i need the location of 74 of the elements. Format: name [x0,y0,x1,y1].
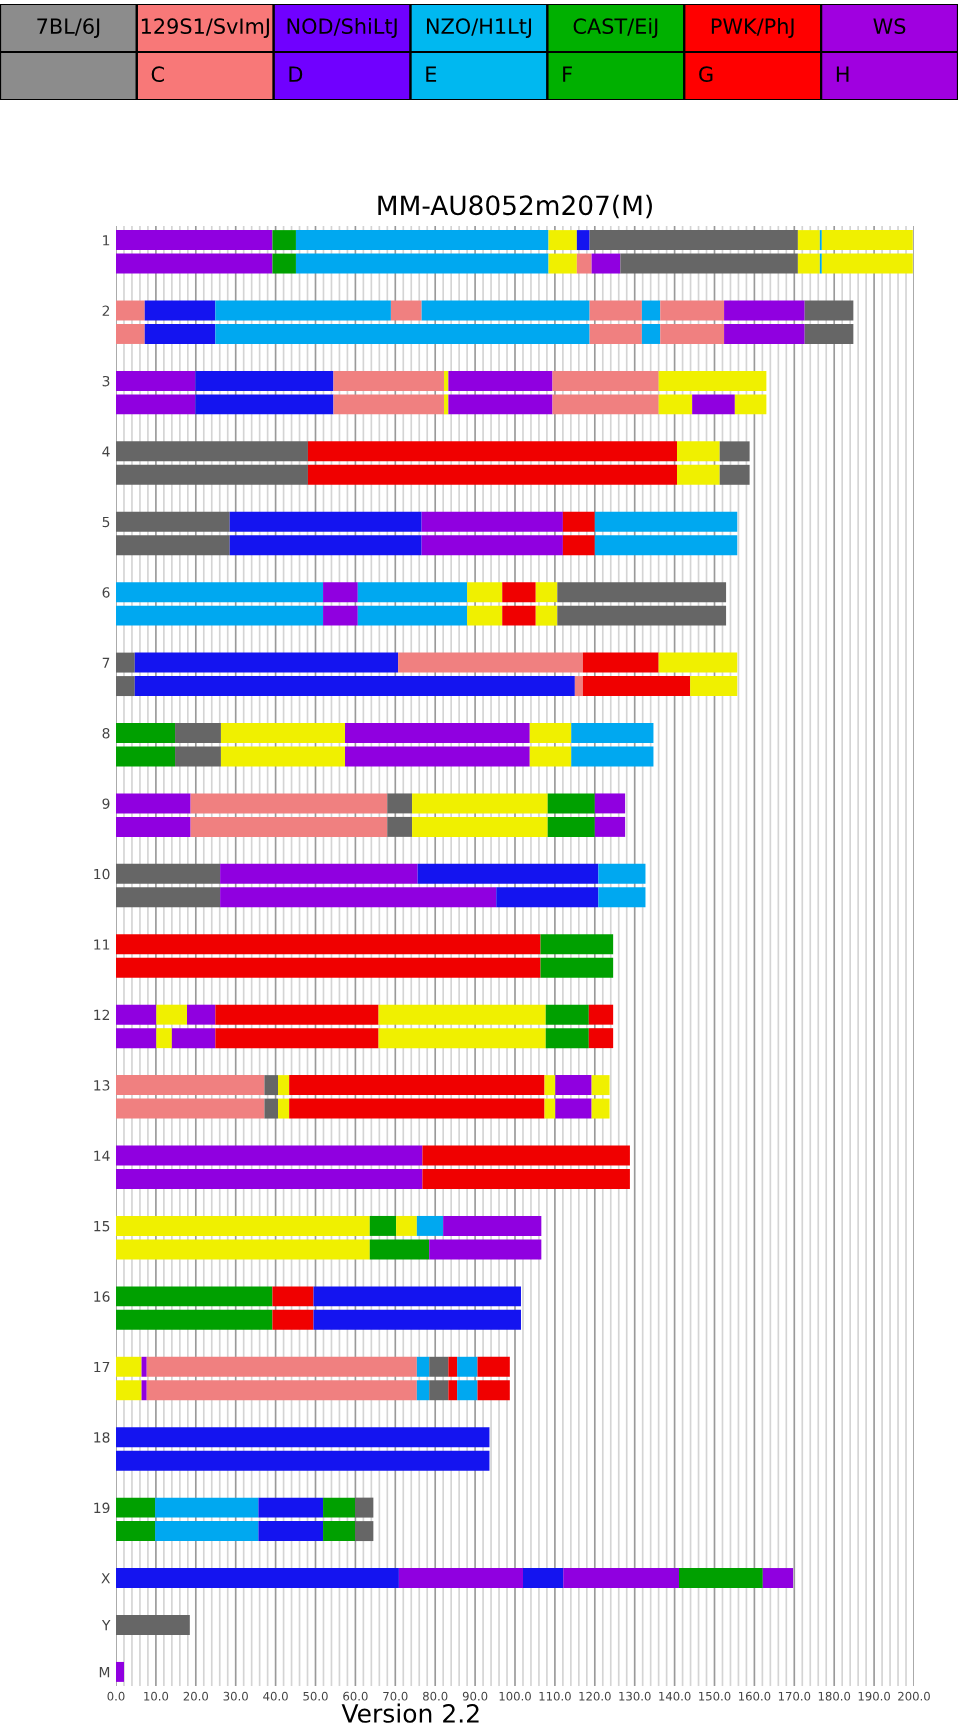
bar [144,300,216,321]
bar [660,324,725,344]
text: F [563,66,572,82]
bar [357,582,468,603]
text: D [289,66,303,82]
category-label: WS [873,18,906,35]
bar [540,934,614,955]
bar [215,324,590,344]
bar [116,1309,273,1330]
bar [547,793,595,814]
category-label: NOD/ShiLtJ [287,17,397,38]
bar [660,300,725,321]
bar [116,1145,423,1166]
bar [390,300,422,321]
bar [272,253,296,274]
bar [540,957,614,978]
bar [594,793,626,814]
text: E [426,66,437,82]
bar [544,1075,556,1096]
bar [295,230,549,251]
text: G [699,66,713,83]
category-label: 129S1/SvImJ [141,18,269,38]
bar [116,582,324,603]
bar [594,816,626,837]
bar [576,253,592,274]
bar [116,605,324,626]
bar [295,253,549,274]
category-label: NZO/H1LtJ [426,18,532,38]
bar [529,723,572,743]
bar [641,324,661,344]
bar [762,1568,794,1588]
bar [116,816,191,837]
bar [678,1568,763,1588]
bar [116,1286,273,1307]
bar [116,723,176,743]
bar [591,1098,610,1119]
bar [116,1075,265,1096]
bar [116,253,273,274]
chart-title: MM-AU8052m207(M) [378,194,652,219]
bar [215,300,391,321]
bar [416,1215,444,1236]
bar [529,746,572,767]
bar [571,746,654,767]
bar [547,816,595,837]
bar [116,1098,265,1119]
bar [190,816,388,837]
bar [571,723,654,743]
text: Version 2.2 [341,1703,479,1723]
bar [544,1098,556,1119]
bar [116,1169,423,1189]
category-label: PWK/PhJ [711,17,794,38]
bar [421,300,590,321]
bar [591,1075,610,1096]
bar [804,300,854,321]
bar [589,300,642,321]
bar [116,230,273,251]
bar [190,793,388,814]
bar [555,1098,592,1119]
bar [116,300,145,321]
bar [116,324,145,344]
bar [116,793,191,814]
bar [591,253,621,274]
text: H [836,66,849,82]
bar [357,605,468,626]
bar [144,324,216,344]
text: C [151,66,164,83]
bar [116,1661,124,1682]
bar [641,300,661,321]
bar [272,230,296,251]
bar [555,1075,592,1096]
category-label: CAST/EiJ [573,17,658,38]
category-label: 7BL/6J [37,18,100,38]
bar [589,324,642,344]
bar [116,746,176,767]
